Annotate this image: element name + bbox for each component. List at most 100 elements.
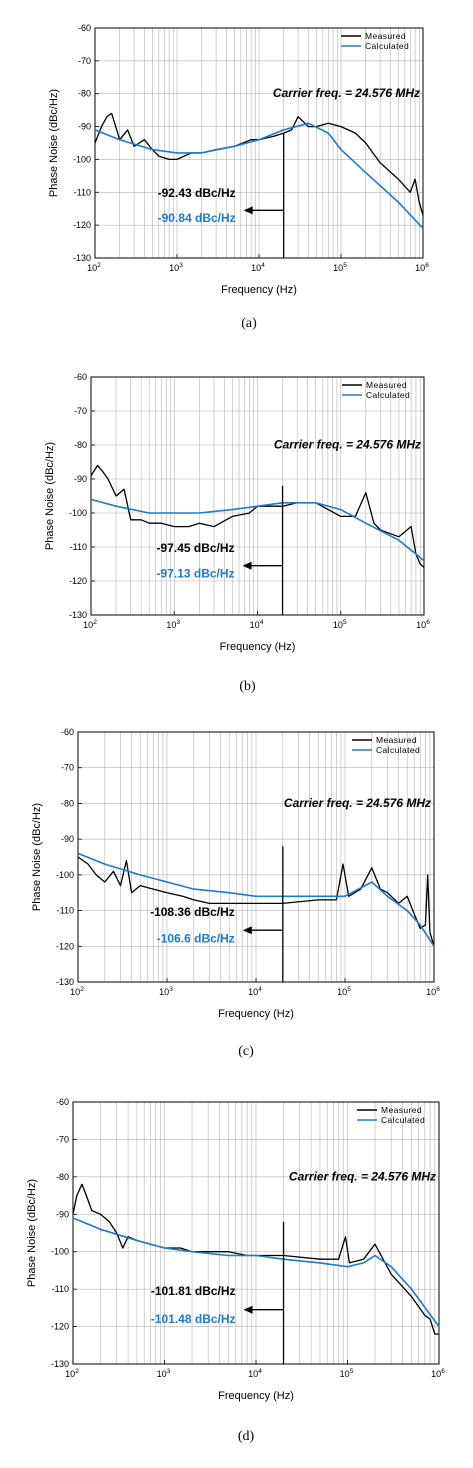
x-tick-label: 106 bbox=[416, 619, 430, 630]
y-tick-label: -90 bbox=[74, 474, 87, 484]
x-tick-base: 10 bbox=[415, 263, 425, 273]
x-tick-label: 103 bbox=[159, 986, 173, 997]
y-tick-label: -70 bbox=[61, 763, 74, 773]
x-tick-label: 103 bbox=[157, 1368, 171, 1379]
x-tick-base: 10 bbox=[157, 1369, 167, 1379]
series-line-calculated bbox=[94, 122, 424, 229]
carrier-frequency-annotation: Carrier freq. = 24.576 MHz bbox=[284, 796, 431, 810]
x-tick-base: 10 bbox=[248, 1369, 258, 1379]
y-tick-label: -60 bbox=[74, 372, 87, 382]
legend-label-measured: Measured bbox=[366, 380, 407, 390]
integrated-calculated-label: -90.84 dBc/Hz bbox=[158, 211, 236, 225]
x-tick-base: 10 bbox=[251, 263, 261, 273]
x-tick-exponent: 6 bbox=[436, 986, 440, 993]
integrated-measured-label: -101.81 dBc/Hz bbox=[151, 1284, 236, 1298]
y-tick-label: -110 bbox=[74, 187, 91, 197]
x-tick-exponent: 2 bbox=[80, 986, 84, 993]
legend-label-measured: Measured bbox=[381, 1105, 422, 1115]
x-tick-label: 105 bbox=[333, 262, 347, 273]
x-tick-exponent: 3 bbox=[167, 1368, 171, 1375]
x-tick-exponent: 2 bbox=[97, 262, 101, 269]
x-tick-base: 10 bbox=[169, 263, 179, 273]
y-tick-label: -60 bbox=[61, 727, 74, 737]
series-line-measured bbox=[90, 464, 425, 568]
x-tick-label: 103 bbox=[166, 619, 180, 630]
x-tick-exponent: 4 bbox=[258, 986, 262, 993]
x-tick-label: 102 bbox=[83, 619, 97, 630]
x-tick-label: 104 bbox=[248, 986, 262, 997]
x-tick-label: 102 bbox=[70, 986, 84, 997]
carrier-frequency-annotation: Carrier freq. = 24.576 MHz bbox=[289, 1170, 436, 1184]
x-axis-title: Frequency (Hz) bbox=[218, 1008, 294, 1020]
y-tick-label: -100 bbox=[56, 870, 74, 880]
y-tick-label: -120 bbox=[51, 1322, 69, 1332]
figure-caption: (b) bbox=[239, 679, 256, 694]
legend-label-calculated: Calculated bbox=[366, 390, 410, 400]
x-tick-label: 104 bbox=[250, 619, 264, 630]
y-tick-label: -110 bbox=[57, 906, 74, 916]
arrow-head bbox=[242, 926, 252, 935]
x-tick-base: 10 bbox=[250, 620, 260, 630]
x-axis-title: Frequency (Hz) bbox=[218, 1390, 294, 1402]
x-tick-exponent: 6 bbox=[441, 1368, 445, 1375]
x-tick-base: 10 bbox=[337, 987, 347, 997]
y-axis-title: Phase Noise (dBc/Hz) bbox=[48, 89, 60, 197]
x-tick-base: 10 bbox=[70, 987, 80, 997]
x-tick-exponent: 5 bbox=[343, 262, 347, 269]
x-tick-exponent: 3 bbox=[169, 986, 173, 993]
x-tick-exponent: 4 bbox=[260, 619, 264, 626]
y-tick-label: -80 bbox=[56, 1172, 69, 1182]
x-tick-base: 10 bbox=[83, 620, 93, 630]
grid bbox=[95, 28, 423, 258]
x-tick-exponent: 2 bbox=[93, 619, 97, 626]
legend-label-measured: Measured bbox=[376, 735, 417, 745]
y-tick-label: -90 bbox=[56, 1209, 69, 1219]
series-line-calculated bbox=[90, 498, 425, 562]
x-tick-label: 106 bbox=[426, 986, 440, 997]
figure-caption: (c) bbox=[238, 1044, 254, 1059]
arrow-head bbox=[243, 206, 253, 215]
y-tick-label: -60 bbox=[56, 1097, 69, 1107]
x-tick-base: 10 bbox=[416, 620, 426, 630]
legend-label-measured: Measured bbox=[365, 31, 406, 41]
y-axis-title: Phase Noise (dBc/Hz) bbox=[26, 1179, 38, 1287]
carrier-frequency-annotation: Carrier freq. = 24.576 MHz bbox=[274, 437, 421, 451]
legend-label-calculated: Calculated bbox=[381, 1115, 425, 1125]
x-tick-exponent: 5 bbox=[347, 986, 351, 993]
series-line-measured bbox=[94, 112, 424, 216]
y-tick-label: -120 bbox=[69, 576, 87, 586]
carrier-frequency-annotation: Carrier freq. = 24.576 MHz bbox=[273, 86, 420, 100]
x-tick-exponent: 5 bbox=[343, 619, 347, 626]
y-axis-title: Phase Noise (dBc/Hz) bbox=[44, 442, 56, 550]
x-tick-exponent: 4 bbox=[261, 262, 265, 269]
x-tick-label: 105 bbox=[340, 1368, 354, 1379]
x-tick-exponent: 6 bbox=[426, 619, 430, 626]
grid bbox=[78, 732, 434, 982]
y-tick-label: -70 bbox=[56, 1134, 69, 1144]
y-tick-label: -110 bbox=[52, 1284, 69, 1294]
y-tick-label: -110 bbox=[70, 542, 87, 552]
y-tick-label: -130 bbox=[69, 610, 87, 620]
x-tick-label: 104 bbox=[251, 262, 265, 273]
y-tick-label: -90 bbox=[78, 122, 91, 132]
x-tick-exponent: 2 bbox=[75, 1368, 79, 1375]
x-tick-exponent: 5 bbox=[350, 1368, 354, 1375]
figure-caption: (a) bbox=[241, 316, 257, 331]
y-tick-label: -90 bbox=[61, 834, 74, 844]
x-tick-base: 10 bbox=[159, 987, 169, 997]
y-tick-label: -100 bbox=[69, 508, 87, 518]
x-tick-exponent: 4 bbox=[258, 1368, 262, 1375]
x-axis-title: Frequency (Hz) bbox=[221, 284, 297, 296]
x-tick-exponent: 3 bbox=[179, 262, 183, 269]
integrated-measured-label: -108.36 dBc/Hz bbox=[150, 905, 235, 919]
x-tick-exponent: 3 bbox=[176, 619, 180, 626]
y-tick-label: -130 bbox=[73, 253, 91, 263]
x-tick-base: 10 bbox=[65, 1369, 75, 1379]
x-tick-base: 10 bbox=[333, 620, 343, 630]
